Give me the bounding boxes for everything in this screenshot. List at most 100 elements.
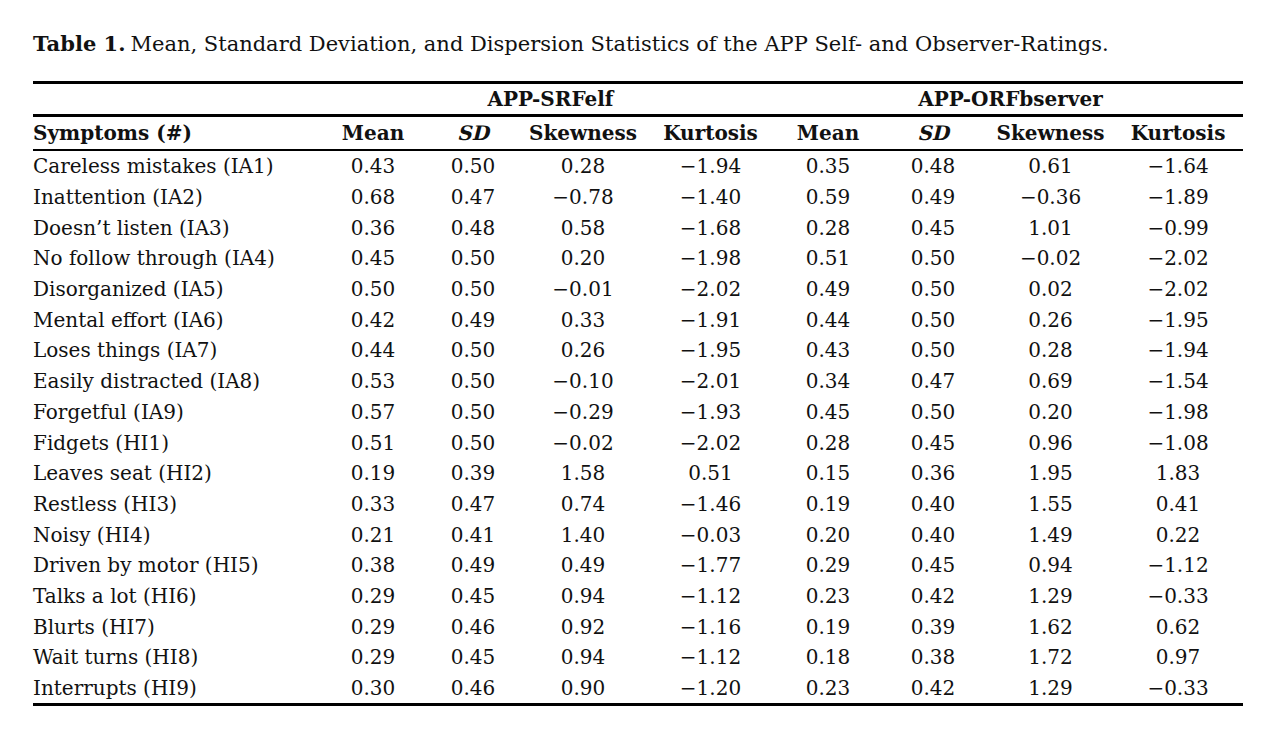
table-caption: Table 1.Mean, Standard Deviation, and Di… bbox=[33, 30, 1243, 58]
stat-value-skewness-observer: 1.29 bbox=[988, 673, 1113, 705]
stat-value-mean-observer: 0.45 bbox=[778, 397, 878, 428]
stat-value-skewness-self: 1.58 bbox=[523, 458, 643, 489]
stat-value-kurtosis-self: −0.03 bbox=[643, 519, 778, 550]
stat-value-kurtosis-self: −1.12 bbox=[643, 581, 778, 612]
stat-value-sd-self: 0.39 bbox=[423, 458, 523, 489]
table-row: Fidgets (HI1)0.510.50−0.02−2.020.280.450… bbox=[33, 427, 1243, 458]
symptom-label: Mental effort (IA6) bbox=[33, 304, 323, 335]
symptom-label: Interrupts (HI9) bbox=[33, 673, 323, 705]
stat-value-sd-self: 0.50 bbox=[423, 335, 523, 366]
stat-value-sd-self: 0.49 bbox=[423, 550, 523, 581]
stat-value-kurtosis-observer: 0.41 bbox=[1113, 489, 1243, 520]
stat-value-kurtosis-observer: −2.02 bbox=[1113, 274, 1243, 305]
stat-value-kurtosis-observer: −1.08 bbox=[1113, 427, 1243, 458]
symptom-label: Easily distracted (IA8) bbox=[33, 366, 323, 397]
column-header-mean-observer: Mean bbox=[778, 116, 878, 151]
stat-value-mean-observer: 0.15 bbox=[778, 458, 878, 489]
stat-value-sd-self: 0.46 bbox=[423, 673, 523, 705]
stat-value-skewness-observer: 1.49 bbox=[988, 519, 1113, 550]
stat-value-mean-self: 0.19 bbox=[323, 458, 423, 489]
stat-value-mean-self: 0.29 bbox=[323, 642, 423, 673]
stat-value-mean-self: 0.51 bbox=[323, 427, 423, 458]
stat-value-sd-observer: 0.45 bbox=[878, 212, 988, 243]
stat-value-sd-observer: 0.45 bbox=[878, 427, 988, 458]
stat-value-skewness-self: 0.92 bbox=[523, 611, 643, 642]
stat-value-sd-observer: 0.50 bbox=[878, 304, 988, 335]
stat-value-mean-observer: 0.35 bbox=[778, 150, 878, 182]
stat-value-skewness-observer: 0.69 bbox=[988, 366, 1113, 397]
stat-value-skewness-observer: 1.01 bbox=[988, 212, 1113, 243]
stat-value-sd-self: 0.49 bbox=[423, 304, 523, 335]
symptom-label: Talks a lot (HI6) bbox=[33, 581, 323, 612]
stat-value-sd-observer: 0.42 bbox=[878, 673, 988, 705]
table-row: Talks a lot (HI6)0.290.450.94−1.120.230.… bbox=[33, 581, 1243, 612]
symptom-label: Inattention (IA2) bbox=[33, 182, 323, 213]
stat-value-skewness-self: 0.74 bbox=[523, 489, 643, 520]
stat-value-kurtosis-observer: 1.83 bbox=[1113, 458, 1243, 489]
stat-value-skewness-self: 0.49 bbox=[523, 550, 643, 581]
stat-value-skewness-observer: 0.96 bbox=[988, 427, 1113, 458]
stat-value-sd-self: 0.48 bbox=[423, 212, 523, 243]
symptom-label: Fidgets (HI1) bbox=[33, 427, 323, 458]
table-row: Loses things (IA7)0.440.500.26−1.950.430… bbox=[33, 335, 1243, 366]
stat-value-sd-observer: 0.40 bbox=[878, 489, 988, 520]
stat-value-sd-observer: 0.48 bbox=[878, 150, 988, 182]
stat-value-mean-self: 0.57 bbox=[323, 397, 423, 428]
stat-value-kurtosis-observer: −1.95 bbox=[1113, 304, 1243, 335]
stat-value-skewness-self: −0.78 bbox=[523, 182, 643, 213]
stat-value-skewness-observer: 0.28 bbox=[988, 335, 1113, 366]
stat-value-sd-self: 0.50 bbox=[423, 366, 523, 397]
table-row: Mental effort (IA6)0.420.490.33−1.910.44… bbox=[33, 304, 1243, 335]
column-header-sd-self: SD bbox=[423, 116, 523, 151]
stat-value-kurtosis-self: −1.91 bbox=[643, 304, 778, 335]
stat-value-mean-observer: 0.49 bbox=[778, 274, 878, 305]
column-header-sd-observer: SD bbox=[878, 116, 988, 151]
symptom-label: Wait turns (HI8) bbox=[33, 642, 323, 673]
stat-value-mean-self: 0.53 bbox=[323, 366, 423, 397]
stat-value-mean-observer: 0.28 bbox=[778, 212, 878, 243]
stat-value-skewness-self: 0.90 bbox=[523, 673, 643, 705]
stat-value-skewness-self: 0.94 bbox=[523, 581, 643, 612]
stat-value-mean-self: 0.21 bbox=[323, 519, 423, 550]
stat-value-kurtosis-self: −1.68 bbox=[643, 212, 778, 243]
stat-value-skewness-observer: 1.95 bbox=[988, 458, 1113, 489]
stat-value-mean-self: 0.68 bbox=[323, 182, 423, 213]
stat-value-kurtosis-observer: −1.89 bbox=[1113, 182, 1243, 213]
stat-value-sd-self: 0.50 bbox=[423, 274, 523, 305]
stat-value-skewness-self: −0.01 bbox=[523, 274, 643, 305]
stat-value-sd-observer: 0.36 bbox=[878, 458, 988, 489]
group-header-spacer bbox=[33, 83, 323, 116]
stat-value-kurtosis-self: −2.02 bbox=[643, 427, 778, 458]
stat-value-kurtosis-self: −2.01 bbox=[643, 366, 778, 397]
stat-value-skewness-observer: 1.29 bbox=[988, 581, 1113, 612]
stat-value-mean-observer: 0.19 bbox=[778, 611, 878, 642]
symptom-label: Loses things (IA7) bbox=[33, 335, 323, 366]
stat-value-skewness-self: 0.26 bbox=[523, 335, 643, 366]
stat-value-skewness-self: −0.02 bbox=[523, 427, 643, 458]
stat-value-kurtosis-observer: −0.33 bbox=[1113, 673, 1243, 705]
table-row: Blurts (HI7)0.290.460.92−1.160.190.391.6… bbox=[33, 611, 1243, 642]
stat-value-skewness-observer: 0.02 bbox=[988, 274, 1113, 305]
stat-value-sd-self: 0.41 bbox=[423, 519, 523, 550]
stat-value-kurtosis-observer: −1.98 bbox=[1113, 397, 1243, 428]
stat-value-sd-self: 0.47 bbox=[423, 182, 523, 213]
stat-value-skewness-observer: 0.26 bbox=[988, 304, 1113, 335]
stat-value-sd-observer: 0.49 bbox=[878, 182, 988, 213]
table-row: Disorganized (IA5)0.500.50−0.01−2.020.49… bbox=[33, 274, 1243, 305]
stat-value-sd-observer: 0.50 bbox=[878, 274, 988, 305]
column-header-kurtosis-self: Kurtosis bbox=[643, 116, 778, 151]
stat-value-sd-self: 0.45 bbox=[423, 581, 523, 612]
stat-value-mean-self: 0.30 bbox=[323, 673, 423, 705]
stat-value-mean-self: 0.45 bbox=[323, 243, 423, 274]
symptom-label: Blurts (HI7) bbox=[33, 611, 323, 642]
stat-value-sd-observer: 0.40 bbox=[878, 519, 988, 550]
stat-value-mean-observer: 0.29 bbox=[778, 550, 878, 581]
stat-value-skewness-observer: 0.20 bbox=[988, 397, 1113, 428]
stat-value-sd-self: 0.50 bbox=[423, 243, 523, 274]
symptom-label: Restless (HI3) bbox=[33, 489, 323, 520]
column-header-mean-self: Mean bbox=[323, 116, 423, 151]
stat-value-kurtosis-self: −1.16 bbox=[643, 611, 778, 642]
symptom-label: Leaves seat (HI2) bbox=[33, 458, 323, 489]
stat-value-kurtosis-observer: 0.62 bbox=[1113, 611, 1243, 642]
stat-value-mean-observer: 0.59 bbox=[778, 182, 878, 213]
